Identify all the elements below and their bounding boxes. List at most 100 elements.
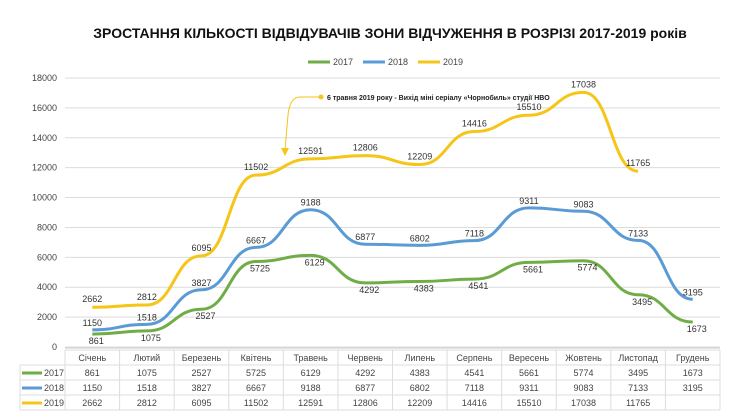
- table-cell: 3827: [191, 383, 211, 393]
- data-label-2018: 9083: [574, 199, 594, 209]
- table-cell: 12591: [298, 398, 323, 408]
- data-label-2019: 12209: [407, 152, 432, 162]
- data-label-2018: 9311: [519, 196, 538, 206]
- y-tick-label: 6000: [37, 252, 57, 262]
- table-cell: 6095: [191, 398, 211, 408]
- table-series-label: 2019: [44, 398, 64, 408]
- data-label-2018: 1150: [83, 318, 102, 328]
- data-label-2017: 6129: [305, 257, 325, 267]
- y-tick-label: 12000: [32, 163, 57, 173]
- annotation-arrowhead: [281, 148, 289, 156]
- data-label-2019: 15510: [516, 102, 541, 112]
- table-cell: 1518: [137, 383, 157, 393]
- table-cell: 6802: [410, 383, 430, 393]
- data-label-2019: 14416: [462, 119, 487, 129]
- annotation-arrow: [284, 96, 320, 151]
- table-cell: 9188: [301, 383, 321, 393]
- data-label-2018: 6667: [246, 235, 266, 245]
- y-tick-label: 16000: [32, 103, 57, 113]
- data-table: Січень Лютий Березень Квітень Травень Червень…: [19, 347, 721, 411]
- data-label-2017: 5661: [523, 264, 543, 274]
- y-tick-label: 8000: [37, 222, 57, 232]
- y-tick-label: 14000: [32, 133, 57, 143]
- table-cell: 12209: [407, 398, 432, 408]
- table-cell: 7118: [465, 383, 484, 393]
- table-cell: 11765: [626, 398, 650, 408]
- annotation: 6 травня 2019 року - Вихід міні серіалу …: [281, 94, 550, 156]
- table-cell: 6667: [246, 383, 266, 393]
- table-cell: 4292: [355, 368, 375, 378]
- table-cell: 12806: [353, 398, 378, 408]
- table-cell: 5661: [519, 368, 539, 378]
- series-line-2017: [92, 253, 693, 336]
- data-label-2017: 5774: [578, 263, 598, 273]
- table-cell: 11502: [244, 398, 268, 408]
- data-label-2019: 2662: [82, 294, 102, 304]
- annotation-dot: [318, 94, 324, 100]
- data-label-2018: 3195: [683, 287, 703, 297]
- data-label-2018: 3827: [191, 278, 211, 288]
- data-labels: 861 1075 2527 5725 6129 4292 4383 4541 5661 5774 3…: [82, 79, 706, 346]
- series-lines: [92, 90, 693, 336]
- legend: 2017 2018 2019: [308, 57, 463, 67]
- category-label: Лютий: [134, 353, 161, 363]
- data-label-2018: 7118: [465, 229, 484, 239]
- table-cell: 14416: [462, 398, 487, 408]
- data-label-2019: 6095: [191, 243, 211, 253]
- table-cell: 9083: [574, 383, 594, 393]
- table-cell: 17038: [571, 398, 596, 408]
- table-cell: 1673: [683, 368, 703, 378]
- data-label-2019: 12591: [298, 146, 323, 156]
- category-label: Жовтень: [565, 353, 602, 363]
- legend-label-2018: 2018: [388, 57, 408, 67]
- legend-label-2019: 2019: [443, 57, 463, 67]
- data-label-2017: 2527: [195, 311, 215, 321]
- gridlines: [65, 77, 720, 348]
- table-cell: 6877: [355, 383, 375, 393]
- y-tick-label: 2000: [37, 312, 57, 322]
- data-label-2017: 1673: [687, 324, 707, 334]
- table-series-label: 2017: [44, 368, 64, 378]
- data-label-2019: 17038: [571, 79, 596, 89]
- table-cell: 2812: [137, 398, 157, 408]
- series-line-2019: [92, 90, 639, 309]
- category-label: Липень: [405, 353, 436, 363]
- legend-label-2017: 2017: [333, 57, 353, 67]
- table-cell: 7133: [628, 383, 648, 393]
- category-label: Серпень: [456, 353, 492, 363]
- table-cell: 861: [85, 368, 100, 378]
- annotation-text: 6 травня 2019 року - Вихід міні серіалу …: [327, 94, 550, 102]
- table-cell: 4383: [410, 368, 430, 378]
- table-series-label: 2018: [44, 383, 64, 393]
- category-label: Червень: [348, 353, 384, 363]
- data-label-2017: 4292: [359, 285, 379, 295]
- data-label-2018: 7133: [628, 228, 648, 238]
- chart-title: ЗРОСТАННЯ КІЛЬКОСТІ ВІДВІДУВАЧІВ ЗОНИ ВІ…: [93, 25, 687, 41]
- data-label-2018: 1518: [137, 312, 157, 322]
- data-label-2017: 4541: [468, 281, 488, 291]
- category-label: Вересень: [509, 353, 549, 363]
- data-label-2019: 2812: [137, 292, 157, 302]
- table-cell: 4541: [464, 368, 484, 378]
- table-cell: 15510: [516, 398, 541, 408]
- table-cell: 9311: [519, 383, 538, 393]
- y-tick-label: 0: [52, 342, 57, 352]
- data-label-2018: 9188: [301, 198, 321, 208]
- series-line-2018: [92, 206, 693, 332]
- y-axis: 0 2000 4000 6000 8000 10000 12000 14000 16000 180…: [32, 73, 57, 352]
- table-cell: 2527: [191, 368, 211, 378]
- data-label-2017: 861: [89, 336, 104, 346]
- category-label: Січень: [78, 353, 106, 363]
- data-label-2017: 4383: [414, 283, 434, 293]
- table-cell: 5725: [246, 368, 266, 378]
- table-cell: 1150: [83, 383, 102, 393]
- data-label-2017: 1075: [141, 333, 161, 343]
- table-cell: 5774: [574, 368, 594, 378]
- category-label: Листопад: [618, 353, 658, 363]
- data-label-2019: 11502: [244, 162, 268, 172]
- y-tick-label: 10000: [32, 193, 57, 203]
- category-label: Грудень: [676, 353, 710, 363]
- data-label-2018: 6877: [355, 232, 375, 242]
- data-label-2017: 5725: [250, 263, 270, 273]
